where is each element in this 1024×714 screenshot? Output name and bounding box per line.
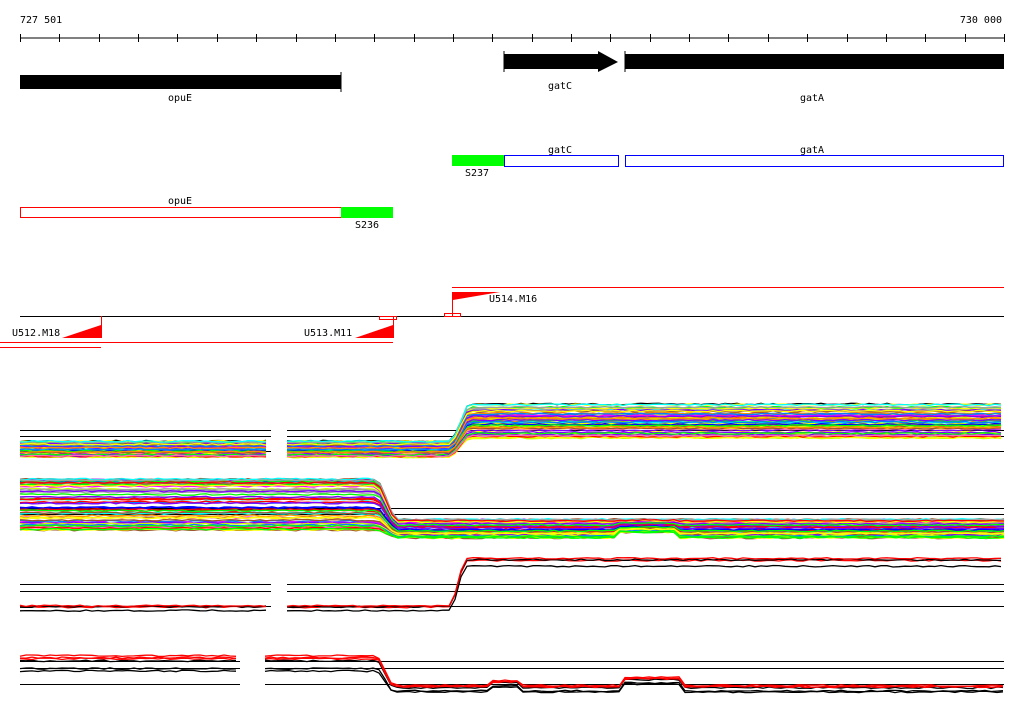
- profile-line: [286, 420, 1002, 451]
- profile-line: [19, 667, 237, 670]
- expression-profiles: [19, 402, 1005, 694]
- tu-U514-label: U514.M16: [489, 294, 537, 305]
- profile-line: [286, 403, 1002, 443]
- profile-line: [286, 412, 1002, 448]
- profile-line: [19, 657, 237, 661]
- profile-line: [19, 495, 1004, 528]
- cds-gatC[interactable]: [504, 155, 619, 167]
- profile-line: [19, 524, 1005, 538]
- profile-line: [19, 484, 1005, 524]
- gene-gatC[interactable]: [504, 51, 618, 72]
- ruler-start-label: 727 501: [20, 15, 62, 26]
- profile-line: [287, 425, 1002, 454]
- gene-opuE[interactable]: [20, 75, 341, 89]
- profile-line: [286, 564, 1002, 612]
- profile-line: [286, 432, 1002, 457]
- cds-gatC-label: gatC: [548, 145, 572, 156]
- profile-panel-3: [19, 556, 1004, 612]
- profile-line: [264, 654, 1004, 688]
- profile-line: [19, 489, 1005, 526]
- profile-line: [19, 443, 267, 446]
- cds-gatA[interactable]: [625, 155, 1004, 167]
- profile-panel-2: [19, 477, 1005, 540]
- profile-line: [19, 479, 1005, 522]
- promoter-U514-M16[interactable]: U514.M16: [444, 292, 538, 317]
- gene-gatA-label: gatA: [800, 93, 824, 104]
- cds-gatA-label: gatA: [800, 145, 824, 156]
- profile-line: [264, 657, 1003, 689]
- profile-line: [19, 522, 1005, 538]
- profile-line: [286, 556, 1002, 608]
- tu-U513-label: U513.M11: [304, 328, 352, 339]
- coordinate-ruler: 727 501 730 000: [20, 15, 1005, 42]
- segment-S236-label: S236: [355, 220, 379, 231]
- profile-line: [286, 414, 1002, 449]
- cds-opuE[interactable]: [20, 207, 342, 218]
- annotation-track: gatC gatA S237 opuE S236: [20, 145, 1004, 231]
- profile-line: [19, 654, 237, 658]
- profile-line: [19, 511, 1005, 534]
- gene-gatC-label: gatC: [548, 81, 572, 92]
- profile-line: [19, 450, 267, 454]
- terminator-flag-icon: [355, 325, 393, 338]
- promoter-box: [444, 313, 461, 317]
- profile-line: [264, 669, 1004, 694]
- profile-line: [19, 604, 267, 608]
- promoter-flag-icon: [453, 292, 500, 300]
- profile-line: [19, 448, 267, 451]
- terminator-U513-M11[interactable]: U513.M11: [304, 316, 397, 339]
- tu-U512-label: U512.M18: [12, 328, 60, 339]
- profile-line: [19, 454, 267, 458]
- segment-S237-label: S237: [465, 168, 489, 179]
- profile-line: [19, 493, 1005, 527]
- profile-line: [19, 609, 267, 612]
- transcription-unit-track: U514.M16 U512.M18 U513.M11: [0, 287, 1004, 348]
- profile-line: [286, 434, 1002, 458]
- cds-opuE-label: opuE: [168, 196, 192, 207]
- gene-gatA[interactable]: [625, 54, 1004, 69]
- profile-line: [19, 509, 1005, 533]
- profile-line: [19, 446, 267, 450]
- segment-S237[interactable]: [452, 155, 504, 166]
- profile-line: [19, 669, 237, 673]
- profile-line: [286, 422, 1002, 452]
- terminator-flag-icon: [62, 325, 101, 338]
- gene-opuE-label: opuE: [168, 93, 192, 104]
- profile-line: [19, 439, 267, 443]
- gene-track: opuE gatC gatA: [20, 51, 1004, 104]
- profile-line: [286, 409, 1002, 446]
- profile-panel-1: [19, 402, 1004, 459]
- segment-S236[interactable]: [341, 207, 393, 218]
- profile-line: [286, 416, 1002, 450]
- terminator-box: [379, 316, 397, 320]
- profile-line: [20, 451, 267, 454]
- profile-panel-4: [19, 654, 1004, 694]
- profile-line: [19, 481, 1004, 523]
- profile-line: [19, 506, 1005, 532]
- ruler-end-label: 730 000: [960, 15, 1002, 26]
- profile-line: [19, 516, 1005, 535]
- profile-line: [19, 659, 237, 663]
- terminator-U512-M18[interactable]: U512.M18: [12, 316, 102, 339]
